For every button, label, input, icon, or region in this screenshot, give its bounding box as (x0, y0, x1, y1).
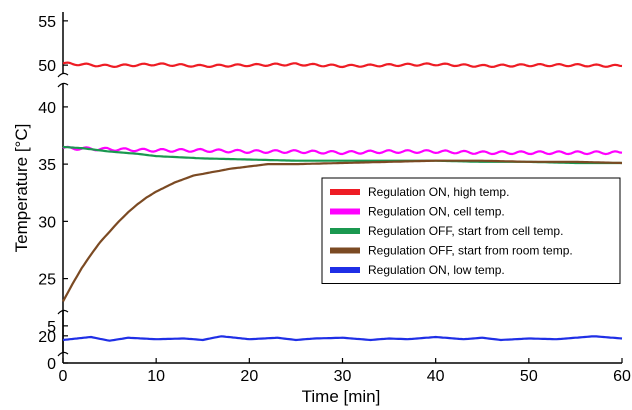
legend-entry: Regulation OFF, start from cell temp. (368, 224, 563, 238)
x-tick-label: 60 (613, 368, 631, 385)
y-tick-label: 5 (47, 319, 56, 336)
axis-break-mark (57, 82, 69, 88)
legend-entry: Regulation ON, cell temp. (368, 205, 505, 219)
y-tick-label: 30 (38, 214, 56, 231)
series-line (62, 61, 623, 69)
axis-break-mark (57, 72, 69, 78)
axis-break-mark (57, 351, 69, 357)
x-axis-label: Time [min] (302, 387, 381, 406)
series-line (62, 159, 623, 303)
legend-entry: Regulation ON, high temp. (368, 185, 509, 199)
series-line (62, 335, 623, 342)
y-tick-label: 25 (38, 272, 56, 289)
legend-entry: Regulation OFF, start from room temp. (368, 244, 573, 258)
series-lines (62, 61, 623, 342)
legend-box (321, 177, 621, 284)
series-line (62, 145, 623, 156)
x-tick-label: 20 (240, 368, 258, 385)
y-tick-label: 35 (38, 157, 56, 174)
x-tick-label: 0 (59, 368, 68, 385)
y-tick-label: 0 (47, 356, 56, 373)
y-tick-label: 50 (38, 58, 56, 75)
y-tick-label: 55 (38, 14, 56, 31)
y-tick-label: 20 (38, 329, 56, 346)
legend: Regulation ON, high temp. Regulation ON, … (321, 177, 621, 284)
x-tick-label: 10 (147, 368, 165, 385)
axis-break-mark (57, 309, 69, 315)
axes (57, 12, 623, 364)
x-tick-label: 40 (427, 368, 445, 385)
x-tick-label: 50 (520, 368, 538, 385)
y-tick-label: 40 (38, 100, 56, 117)
legend-entry: Regulation ON, low temp. (368, 263, 505, 277)
y-axis-label: Temperature [°C] (12, 124, 31, 253)
x-tick-label: 30 (334, 368, 352, 385)
